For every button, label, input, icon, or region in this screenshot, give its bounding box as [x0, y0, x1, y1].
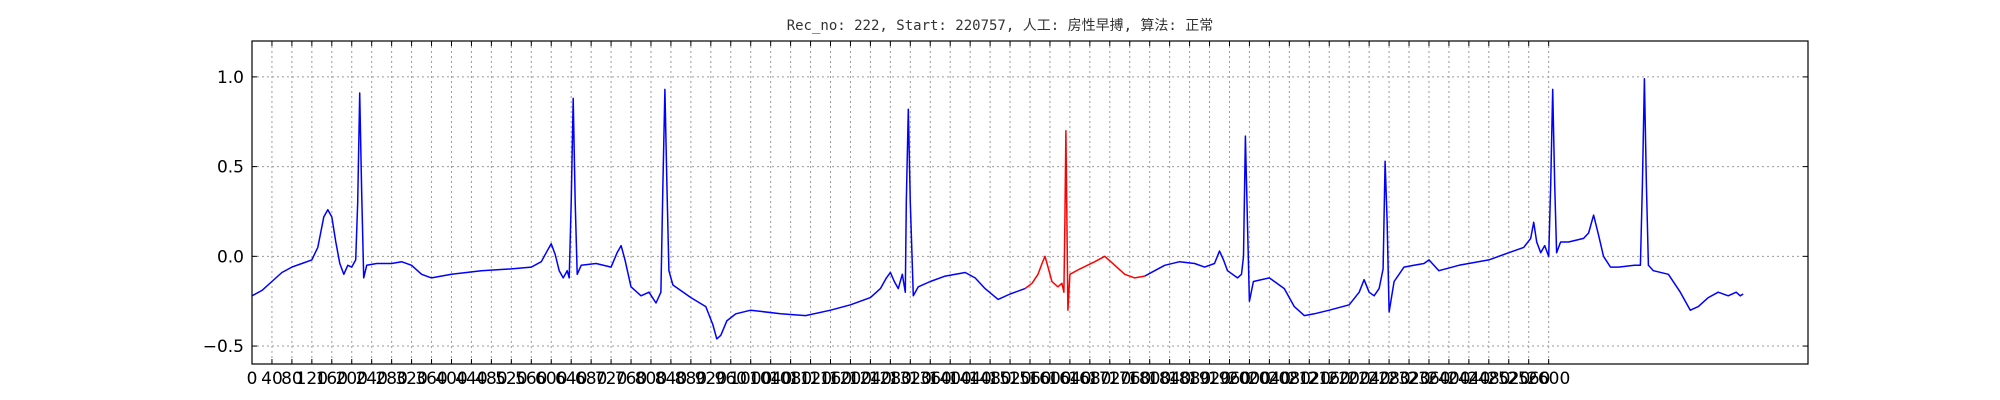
x-tick-label: 2480 — [1467, 369, 1510, 389]
x-tick-label: 1800 — [1128, 369, 1171, 389]
x-tick-label: 2200 — [1328, 369, 1371, 389]
x-tick-label: 1480 — [968, 369, 1011, 389]
x-tick-label: 2360 — [1407, 369, 1450, 389]
x-tick-label: 920 — [695, 369, 727, 389]
x-tick-label: 240 — [355, 369, 387, 389]
x-tick-label: 0 — [247, 369, 258, 389]
x-tick-label: 2400 — [1427, 369, 1470, 389]
x-tick-label: 1000 — [729, 369, 772, 389]
x-tick-label: 2160 — [1308, 369, 1351, 389]
chart-title: Rec_no: 222, Start: 220757, 人工: 房性早搏, 算法… — [787, 17, 1214, 34]
x-tick-label: 1640 — [1048, 369, 1091, 389]
x-tick-label: 600 — [535, 369, 567, 389]
x-tick-label: 1600 — [1028, 369, 1071, 389]
x-tick-label: 840 — [655, 369, 687, 389]
x-axis-ticks: 0 408012016020024028032036040044048052056… — [247, 41, 1570, 389]
grid — [252, 41, 1808, 364]
x-tick-label: 1920 — [1188, 369, 1231, 389]
y-axis-ticks: −0.5 0.0 0.5 1.0 — [203, 68, 1808, 357]
x-tick-label: 200 — [336, 369, 368, 389]
x-tick-label: 2560 — [1507, 369, 1550, 389]
x-tick-label: 520 — [495, 369, 527, 389]
x-tick-label: 2080 — [1268, 369, 1311, 389]
x-tick-label: 1360 — [909, 369, 952, 389]
x-tick-label: 2000 — [1228, 369, 1271, 389]
x-tick-label: 1960 — [1208, 369, 1251, 389]
x-tick-label: 2280 — [1367, 369, 1410, 389]
x-tick-label: 1040 — [749, 369, 792, 389]
x-tick-label: 1560 — [1008, 369, 1051, 389]
x-tick-label: 720 — [595, 369, 627, 389]
x-tick-label: 760 — [615, 369, 647, 389]
ecg-signal-line — [251, 88, 1026, 340]
x-tick-label: 1240 — [849, 369, 892, 389]
y-tick-label: 0.0 — [217, 247, 244, 267]
x-tick-label: 680 — [575, 369, 607, 389]
x-tick-label: 320 — [395, 369, 427, 389]
x-tick-label: 960 — [715, 369, 747, 389]
x-tick-label: 480 — [475, 369, 507, 389]
x-tick-label: 360 — [415, 369, 447, 389]
ecg-signal-line — [1144, 77, 1744, 317]
x-tick-label: 440 — [455, 369, 487, 389]
x-tick-label: 1200 — [829, 369, 872, 389]
signal-series — [251, 77, 1744, 340]
x-tick-label: 400 — [435, 369, 467, 389]
x-tick-label: 2440 — [1447, 369, 1490, 389]
x-tick-label: 1680 — [1068, 369, 1111, 389]
x-tick-label: 160 — [316, 369, 348, 389]
y-tick-label: 0.5 — [217, 158, 244, 178]
x-tick-label: 40 — [261, 369, 283, 389]
x-tick-label: 1880 — [1168, 369, 1211, 389]
x-tick-label: 280 — [375, 369, 407, 389]
x-tick-label: 560 — [515, 369, 547, 389]
y-tick-label: 1.0 — [217, 68, 244, 88]
x-tick-label: 1720 — [1088, 369, 1131, 389]
x-tick-label: 80 — [281, 369, 303, 389]
x-tick-label: 1160 — [809, 369, 852, 389]
x-tick-label: 1520 — [988, 369, 1031, 389]
x-tick-label: 2320 — [1387, 369, 1430, 389]
x-tick-label: 1440 — [949, 369, 992, 389]
x-tick-label: 1320 — [889, 369, 932, 389]
x-tick-label: 1280 — [869, 369, 912, 389]
x-tick-label: 880 — [675, 369, 707, 389]
x-tick-label: 2120 — [1288, 369, 1331, 389]
x-tick-label: 2520 — [1487, 369, 1530, 389]
x-tick-label: 640 — [555, 369, 587, 389]
x-tick-label: 2040 — [1248, 369, 1291, 389]
x-tick-label: 1400 — [929, 369, 972, 389]
x-tick-label: 1760 — [1108, 369, 1151, 389]
x-tick-label: 120 — [296, 369, 328, 389]
y-tick-label: −0.5 — [203, 337, 244, 357]
x-tick-label: 2600 — [1527, 369, 1570, 389]
x-tick-label: 1120 — [789, 369, 832, 389]
x-tick-label: 1840 — [1148, 369, 1191, 389]
x-tick-label: 1080 — [769, 369, 812, 389]
x-tick-label: 2240 — [1347, 369, 1390, 389]
highlighted-beat-line — [1024, 129, 1145, 311]
x-tick-label: 800 — [635, 369, 667, 389]
